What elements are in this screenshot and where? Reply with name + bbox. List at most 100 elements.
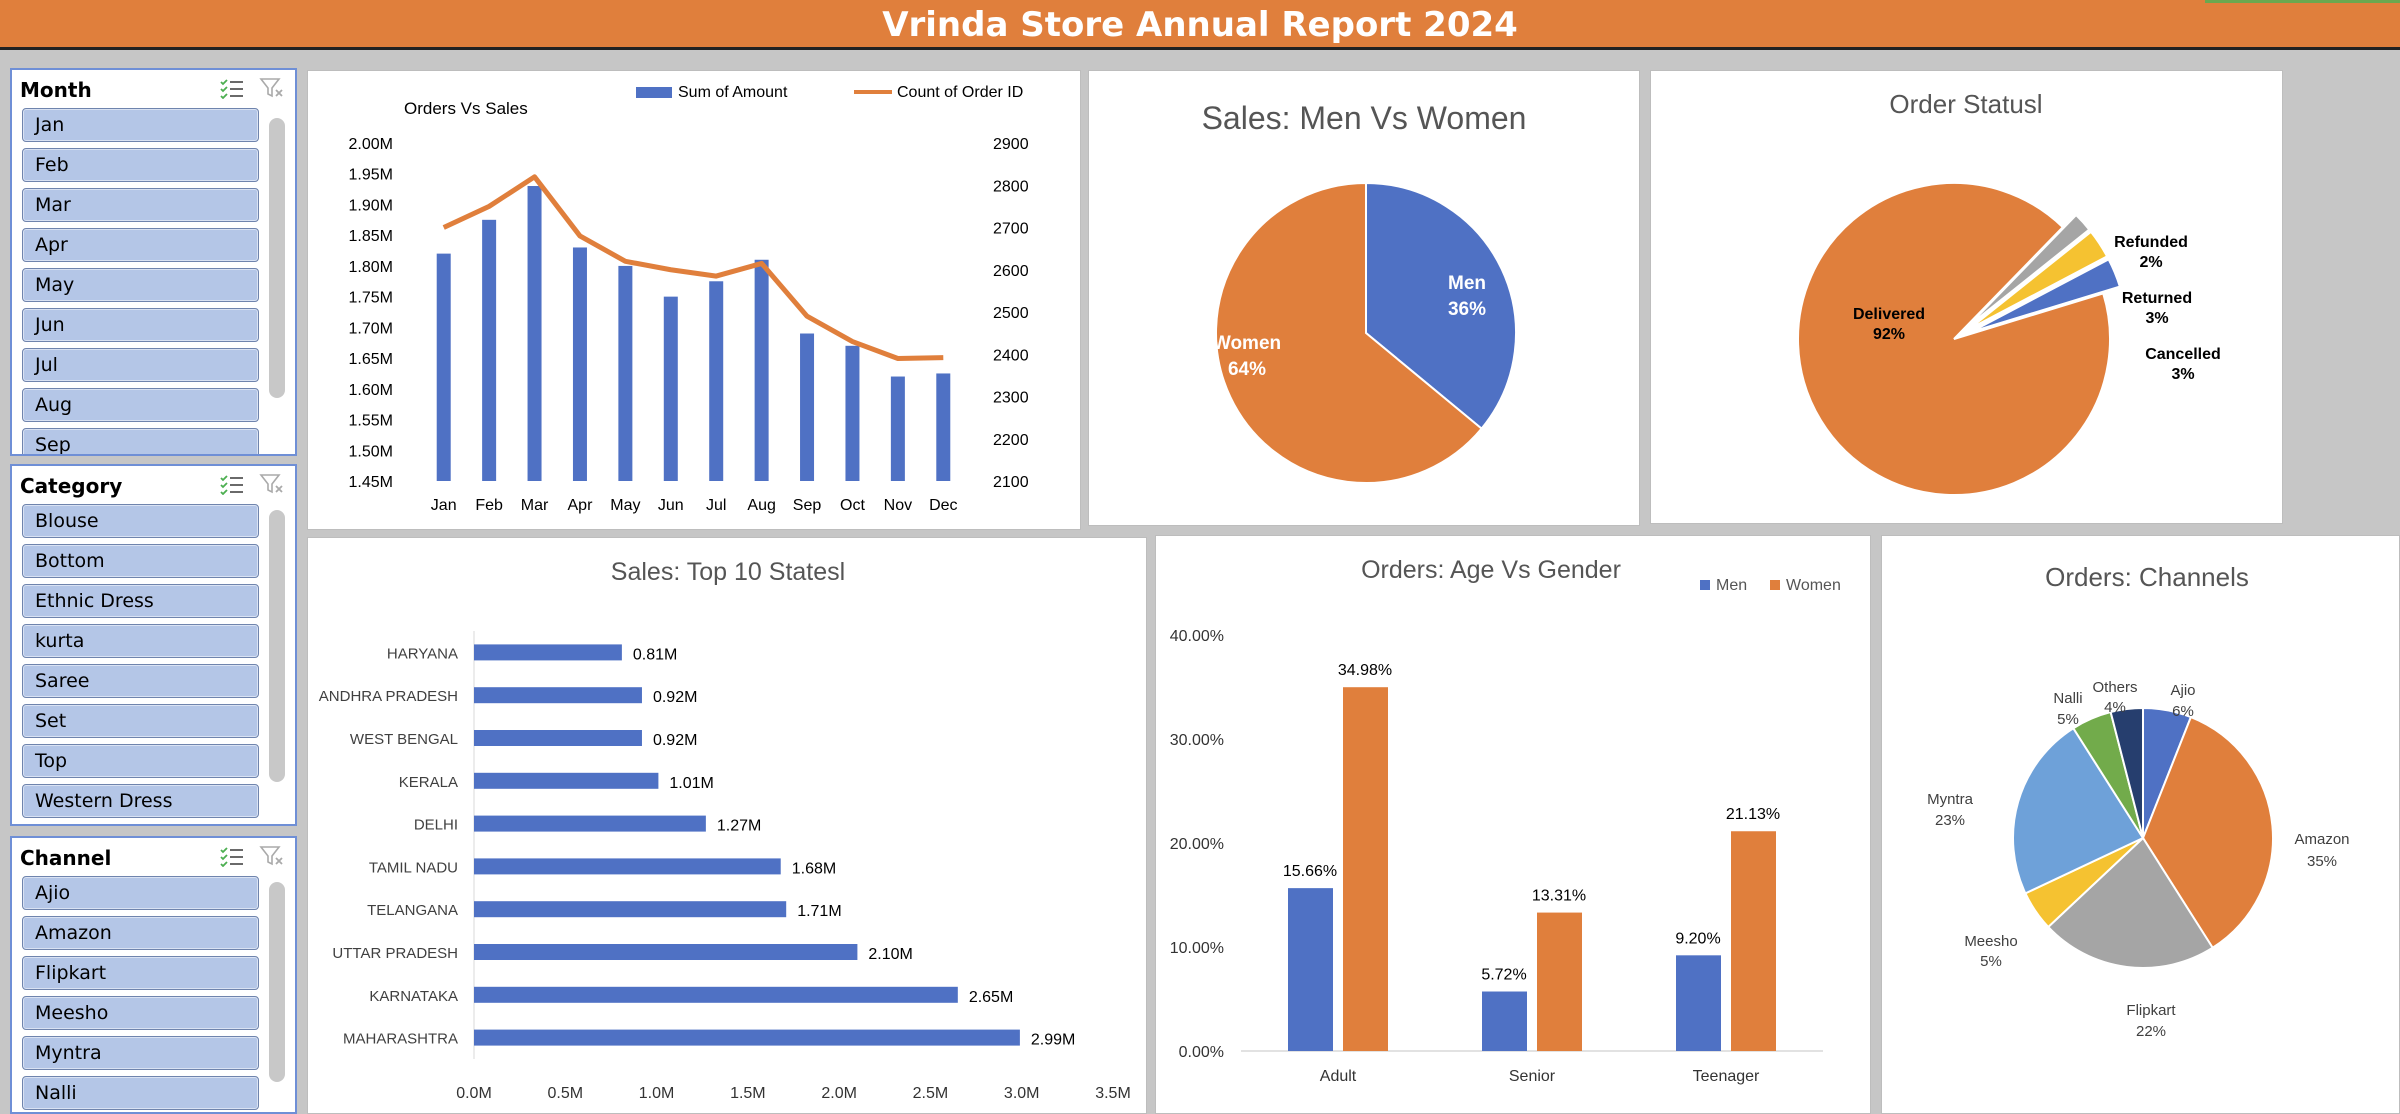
legend-label-women: Women xyxy=(1786,577,1841,594)
x-tick: 2.5M xyxy=(913,1085,949,1102)
slicer-item-western-dress[interactable]: Western Dress xyxy=(22,784,259,818)
multi-select-icon[interactable] xyxy=(219,77,245,99)
slice-value: 5% xyxy=(1980,953,2002,970)
data-label: 0.92M xyxy=(653,732,697,749)
top-states-chart: Sales: Top 10 Statesl 0.0M 0.5M 1.0M 1.5M 2.0… xyxy=(319,558,1131,1102)
slicer-item-top[interactable]: Top xyxy=(22,744,259,778)
bar-uttar-pradesh xyxy=(474,944,858,960)
bar-andhra-pradesh xyxy=(474,687,642,704)
x-tick: Jul xyxy=(706,497,726,514)
slicer-item-saree[interactable]: Saree xyxy=(22,664,259,698)
y-left-tick: 1.45M xyxy=(349,474,393,491)
slicer-item-jun[interactable]: Jun xyxy=(22,308,259,342)
chart-title: Sales: Men Vs Women xyxy=(1202,100,1527,136)
orders-vs-sales-chart: Orders Vs Sales Sum of Amount Count of Ord… xyxy=(349,84,1029,514)
y-right-tick: 2100 xyxy=(993,474,1029,491)
slice-label: Refunded xyxy=(2114,234,2188,251)
slicer-item-meesho[interactable]: Meesho xyxy=(22,996,259,1030)
slicer-items: Blouse Bottom Ethnic Dress kurta Saree Set Top… xyxy=(22,504,259,824)
y-tick: TAMIL NADU xyxy=(369,859,458,876)
slicer-scrollbar[interactable] xyxy=(269,882,285,1082)
category-slicer[interactable]: Category Blouse Bottom Ethnic Dress kurta Sa… xyxy=(10,464,297,826)
data-label: 1.27M xyxy=(717,818,761,835)
x-tick: Senior xyxy=(1509,1068,1556,1085)
order-status-panel: Order Statusl Delivered 92% Refunded 2% Retur… xyxy=(1650,70,2283,524)
y-tick: 0.00% xyxy=(1179,1044,1224,1061)
clear-filter-icon[interactable] xyxy=(259,845,285,867)
slicer-item-ajio[interactable]: Ajio xyxy=(22,876,259,910)
bar-maharashtra xyxy=(474,1029,1020,1046)
slice-value: 23% xyxy=(1935,812,1965,829)
y-right-tick: 2200 xyxy=(993,432,1029,449)
orders-line xyxy=(442,174,944,361)
bar-oct xyxy=(845,345,860,481)
y-left-tick: 1.80M xyxy=(349,259,393,276)
y-tick: DELHI xyxy=(414,817,458,834)
x-tick: 1.0M xyxy=(639,1085,675,1102)
slice-value: 3% xyxy=(2171,366,2194,383)
slicer-item-nalli[interactable]: Nalli xyxy=(22,1076,259,1110)
data-label: 0.81M xyxy=(633,646,677,663)
report-title: Vrinda Store Annual Report 2024 xyxy=(882,5,1518,45)
slicer-item-bottom[interactable]: Bottom xyxy=(22,544,259,578)
data-label: 9.20% xyxy=(1675,930,1720,947)
slicer-scrollbar[interactable] xyxy=(269,510,285,782)
bar-jun xyxy=(663,296,678,481)
data-label: 15.66% xyxy=(1283,863,1337,880)
slicer-item-may[interactable]: May xyxy=(22,268,259,302)
slicer-item-sep[interactable]: Sep xyxy=(22,428,259,454)
legend-label-men: Men xyxy=(1716,577,1747,594)
report-banner: Vrinda Store Annual Report 2024 xyxy=(0,0,2400,50)
slicer-item-blouse[interactable]: Blouse xyxy=(22,504,259,538)
data-label: 1.01M xyxy=(669,775,713,792)
y-right-tick: 2800 xyxy=(993,178,1029,195)
slicer-item-apr[interactable]: Apr xyxy=(22,228,259,262)
slicer-item-jul[interactable]: Jul xyxy=(22,348,259,382)
slicer-item-feb[interactable]: Feb xyxy=(22,148,259,182)
slicer-header: Category xyxy=(12,466,295,502)
slicer-item-myntra[interactable]: Myntra xyxy=(22,1036,259,1070)
slicer-item-jan[interactable]: Jan xyxy=(22,108,259,142)
y-tick: TELANGANA xyxy=(367,902,458,919)
slicer-title: Category xyxy=(20,474,123,498)
slice-value: 5% xyxy=(2057,711,2079,728)
data-label: 0.92M xyxy=(653,689,697,706)
slicer-item-set[interactable]: Set xyxy=(22,704,259,738)
clear-filter-icon[interactable] xyxy=(259,473,285,495)
clear-filter-icon[interactable] xyxy=(259,77,285,99)
x-tick: Apr xyxy=(568,497,594,514)
slice-label: Myntra xyxy=(1927,791,1974,808)
y-left-tick: 2.00M xyxy=(349,136,393,153)
slicer-item-flipkart[interactable]: Flipkart xyxy=(22,956,259,990)
month-slicer[interactable]: Month Jan Feb Mar Apr May Jun Jul Aug Sep xyxy=(10,68,297,456)
y-left-tick: 1.65M xyxy=(349,351,393,368)
slice-value: 36% xyxy=(1448,299,1486,320)
slicer-item-aug[interactable]: Aug xyxy=(22,388,259,422)
bar-mar xyxy=(527,186,542,481)
y-tick: WEST BENGAL xyxy=(350,731,458,748)
multi-select-icon[interactable] xyxy=(219,845,245,867)
x-tick: Aug xyxy=(747,497,775,514)
multi-select-icon[interactable] xyxy=(219,473,245,495)
slice-value: 3% xyxy=(2145,310,2168,327)
slice-value: 35% xyxy=(2307,853,2337,870)
slicer-item-ethnic-dress[interactable]: Ethnic Dress xyxy=(22,584,259,618)
slice-label: Cancelled xyxy=(2145,346,2221,363)
slicer-item-mar[interactable]: Mar xyxy=(22,188,259,222)
data-label: 2.10M xyxy=(868,946,912,963)
chart-title: Sales: Top 10 Statesl xyxy=(611,558,845,586)
slicer-item-kurta[interactable]: kurta xyxy=(22,624,259,658)
slice-label: Meesho xyxy=(1964,933,2017,950)
slicer-title: Channel xyxy=(20,846,112,870)
bar-apr xyxy=(572,247,587,481)
bar-sep xyxy=(800,333,815,481)
pie-slice-women xyxy=(1215,181,1483,484)
top-states-panel: Sales: Top 10 Statesl 0.0M 0.5M 1.0M 1.5M 2.0… xyxy=(307,537,1147,1114)
slicer-item-amazon[interactable]: Amazon xyxy=(22,916,259,950)
channel-slicer[interactable]: Channel Ajio Amazon Flipkart Meesho Myntra Na… xyxy=(10,836,297,1114)
x-tick: 2.0M xyxy=(821,1085,857,1102)
slicer-scrollbar[interactable] xyxy=(269,118,285,398)
y-left-tick: 1.75M xyxy=(349,290,393,307)
slicer-items: Jan Feb Mar Apr May Jun Jul Aug Sep xyxy=(22,108,259,454)
y-left-tick: 1.55M xyxy=(349,413,393,430)
